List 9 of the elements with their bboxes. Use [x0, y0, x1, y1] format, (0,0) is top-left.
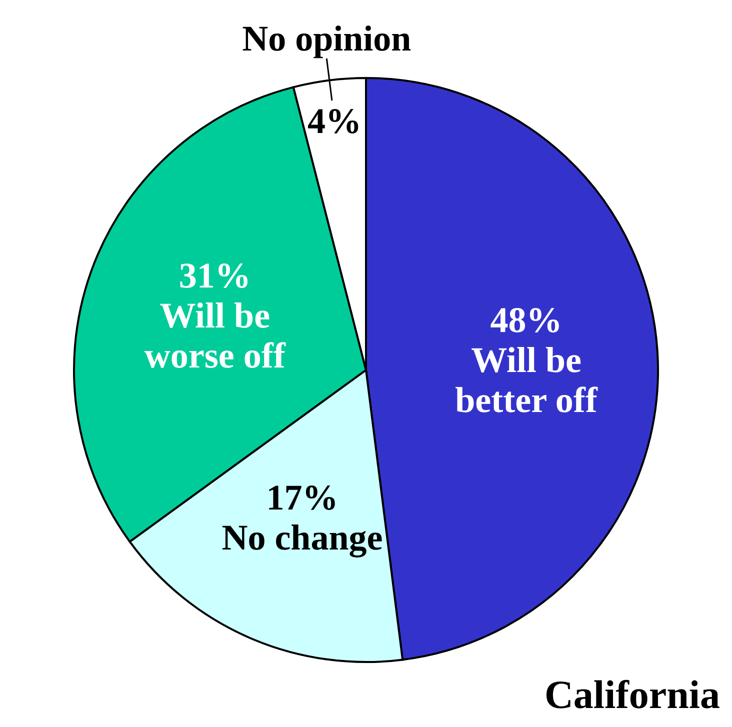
slice-label: Will be worse off — [144, 296, 286, 376]
text: California — [544, 672, 720, 717]
slice-label: No change — [222, 517, 383, 558]
data-label: 17% — [266, 477, 338, 518]
data-label: 48% — [490, 300, 562, 340]
slice-label: No opinion — [242, 18, 412, 58]
slice-label: Will be better off — [455, 340, 598, 420]
data-label: 4% — [308, 100, 362, 141]
data-label: 31% — [178, 256, 251, 296]
